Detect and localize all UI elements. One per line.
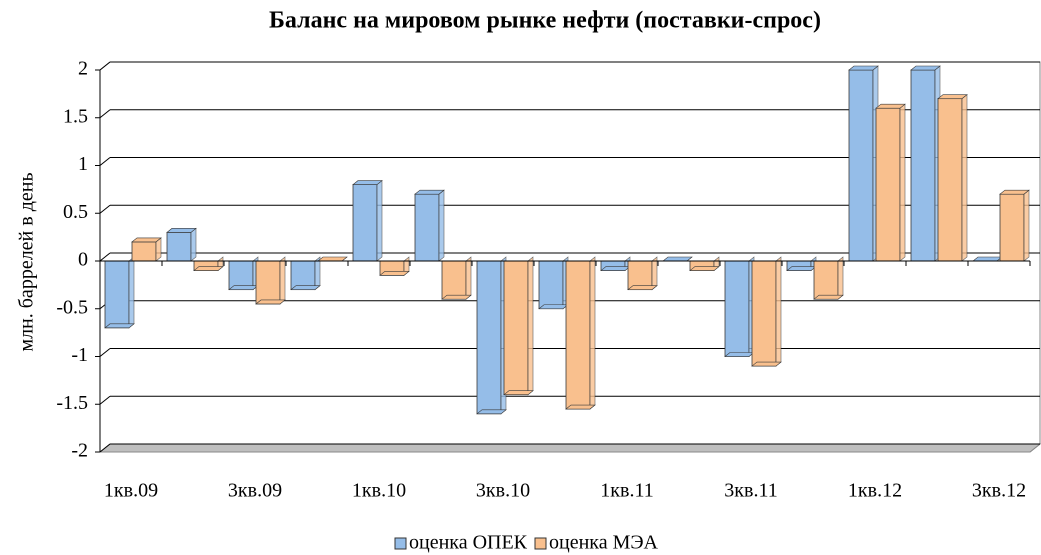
y-tick-label: 0.5 [63,201,88,223]
bar [724,260,750,357]
y-tick-label: -1.5 [56,392,88,414]
bar-side [438,189,445,262]
bar [255,260,281,305]
bar-top [910,65,941,71]
bar-top [503,390,534,396]
grid-line [99,252,111,262]
bar-top [317,256,348,262]
bar-top [600,266,631,271]
bar-side [589,256,596,410]
bar [476,260,502,415]
plot-floor [98,443,1041,453]
bar-top [724,352,755,357]
bar [910,69,936,262]
x-tick-label: 1кв.09 [104,480,158,502]
grid-line [99,157,111,166]
bar-top [131,237,162,243]
bar-top [786,266,817,271]
bar [848,69,874,262]
bar [166,231,192,262]
bar-top [166,228,197,233]
bar-top [104,323,135,329]
y-tick-label: -0.5 [56,296,88,318]
x-tick-label: 1кв.12 [848,480,902,502]
bar-top [228,285,259,290]
bar-side [190,227,197,262]
bar [999,193,1025,262]
bar-top [848,65,879,71]
y-tick-label: 1 [78,153,88,175]
bar-side [837,256,844,300]
bar-side [128,256,135,329]
bar-top [476,409,507,415]
bar-side [961,94,968,262]
bar-top [414,189,445,195]
bar-top [255,299,286,305]
bar-side [314,256,321,291]
legend-label: оценка ОПЕК [409,532,528,554]
bar-top [972,256,1003,262]
grid-line [99,109,111,119]
bar [414,193,440,262]
y-tick-label: 0 [78,249,88,271]
bar-top [999,189,1030,195]
bar-side [465,256,472,300]
bar-side [651,256,658,291]
bar-top [662,256,693,262]
bar [104,260,130,329]
bar-top [538,304,569,310]
bar-top [937,94,968,99]
bar-side [1023,189,1030,262]
bar [441,260,467,300]
bar-top [193,266,224,271]
x-tick-label: 3кв.11 [724,480,777,502]
y-tick-label: 1.5 [63,105,88,127]
y-tick-label: 2 [78,58,88,80]
bar [813,260,839,300]
bar-side [527,256,534,396]
legend-swatch [394,537,407,550]
bar [131,241,157,262]
bar-side [376,179,383,262]
y-tick-label: -2 [71,440,88,462]
bar [875,107,901,262]
grid-line [99,443,111,453]
grid-line [99,348,111,357]
bar [751,260,777,367]
bar-top [352,180,383,185]
bar [937,98,963,262]
x-tick-label: 1кв.10 [352,480,406,502]
bar-top [441,294,472,300]
bar-top [751,361,782,367]
x-tick-label: 3кв.09 [228,480,282,502]
bar-top [379,271,410,276]
bar [352,184,378,262]
bar-top [565,404,596,410]
bar-top [813,294,844,300]
chart-title: Баланс на мировом рынке нефти (поставки-… [269,8,821,34]
bar-side [899,103,906,262]
bar-side [775,256,782,367]
y-axis-label: млн. баррелей в день [16,172,38,351]
bar [565,260,591,410]
bar [503,260,529,396]
grid-line [99,61,111,71]
x-tick-label: 3кв.10 [476,480,530,502]
bar [538,260,564,310]
bar-top [627,285,658,290]
bar-top [290,285,321,290]
grid-line [99,395,111,405]
legend-swatch [534,537,547,550]
bar-side [279,256,286,305]
bar-top [689,266,720,271]
x-tick-label: 1кв.11 [600,480,653,502]
bar-top [875,103,906,109]
y-tick-label: -1 [71,344,88,366]
x-tick-label: 3кв.12 [972,480,1026,502]
legend-label: оценка МЭА [549,532,659,554]
grid-line [99,204,111,214]
